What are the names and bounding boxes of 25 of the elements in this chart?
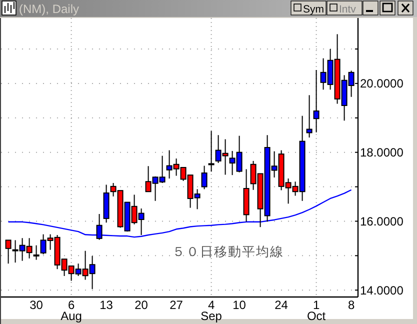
- x-tick-label: 30: [30, 298, 44, 312]
- candlestick: [5, 240, 12, 264]
- x-tick-label: 4 Sep: [200, 298, 222, 323]
- text: Sym: [303, 4, 324, 16]
- y-tick-label: 18.0000: [360, 146, 404, 160]
- x-tick-label: 24: [274, 298, 288, 312]
- candlestick: [313, 70, 320, 133]
- y-tick-label: 20.0000: [360, 76, 404, 91]
- x-tick-label: 1 Oct: [306, 298, 326, 323]
- candlestick: [201, 165, 208, 190]
- x-tick-label: 8: [348, 298, 355, 312]
- candlestick: [208, 130, 214, 172]
- x-tick-label: 13: [100, 298, 114, 312]
- candlestick: [33, 244, 40, 260]
- y-tick-label: 14.0000: [360, 283, 404, 298]
- x-tick-label: 6 Aug: [60, 298, 82, 323]
- line-series: [8, 189, 352, 238]
- x-tick-label: 10: [232, 298, 246, 312]
- x-tick-label: 27: [170, 298, 184, 312]
- annotation: ５０日移動平均線: [172, 244, 284, 259]
- candlestick: [306, 94, 312, 138]
- x-tick-label: 20: [134, 298, 148, 312]
- y-tick-label: 16.0000: [360, 214, 404, 228]
- text: Intv: [339, 4, 357, 16]
- chart-title: (NM), Daily: [19, 2, 79, 16]
